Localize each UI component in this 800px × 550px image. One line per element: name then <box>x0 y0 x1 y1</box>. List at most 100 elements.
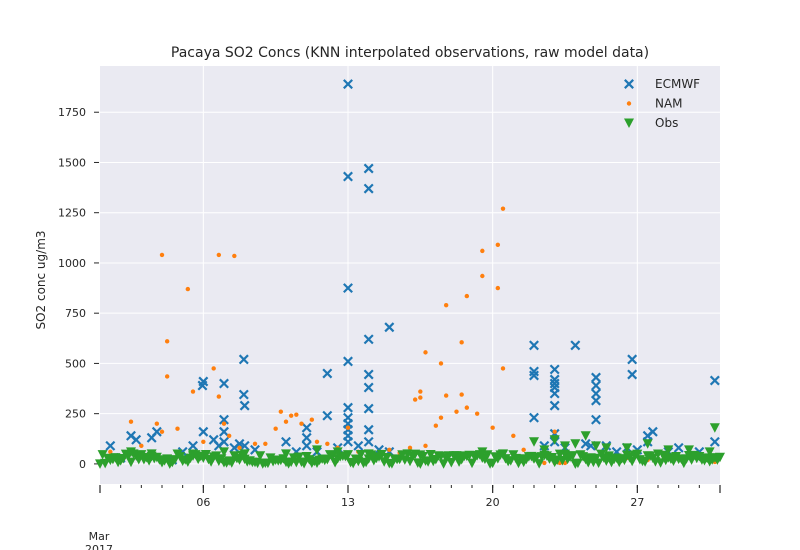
nam-point <box>226 433 232 438</box>
ecmwf-point <box>363 334 374 345</box>
nam-point <box>443 302 449 308</box>
nam-point <box>443 393 449 398</box>
obs-point <box>622 443 632 453</box>
legend-marker-nam <box>626 101 632 106</box>
nam-point <box>407 445 413 451</box>
x-tick-label: 06 <box>196 496 210 509</box>
nam-point <box>159 429 165 434</box>
nam-point <box>480 248 485 254</box>
nam-point <box>495 242 501 248</box>
nam-point <box>521 447 526 453</box>
ecmwf-point <box>353 440 364 451</box>
ecmwf-point <box>570 340 581 351</box>
ecmwf-point <box>529 370 539 381</box>
nam-point <box>216 252 222 258</box>
obs-point <box>715 452 725 463</box>
nam-point <box>164 374 170 379</box>
ecmwf-point <box>322 368 333 379</box>
obs-point <box>529 437 539 447</box>
obs-point <box>570 439 581 449</box>
nam-point <box>480 273 485 279</box>
chart-title: Pacaya SO2 Concs (KNN interpolated obser… <box>171 45 649 61</box>
ecmwf-point <box>363 403 374 414</box>
obs-point <box>162 454 173 464</box>
y-tick-label: 1500 <box>58 156 86 169</box>
nam-point <box>159 252 165 258</box>
nam-point <box>154 421 160 426</box>
obs-point <box>482 450 493 460</box>
nam-point <box>164 339 170 344</box>
ecmwf-point <box>343 283 353 294</box>
obs-point <box>560 441 570 451</box>
obs-point <box>655 458 666 468</box>
obs-point <box>560 449 570 460</box>
ecmwf-point <box>591 380 601 391</box>
ecmwf-point <box>343 436 353 447</box>
nam-point <box>232 253 237 259</box>
ecmwf-point <box>363 183 374 194</box>
obs-point <box>534 459 545 469</box>
ecmwf-point <box>219 426 229 437</box>
y-tick-label: 250 <box>65 408 86 421</box>
nam-point <box>263 441 268 447</box>
obs-point <box>498 449 508 459</box>
legend-item-obs: Obs <box>624 116 678 130</box>
ecmwf-point <box>131 434 142 445</box>
nam-point <box>345 425 351 430</box>
ecmwf-point <box>673 442 684 453</box>
y-tick-label: 1000 <box>58 257 86 270</box>
ecmwf-point <box>239 400 250 411</box>
nam-point <box>500 206 506 211</box>
x-axis-offset-label-month: Mar <box>89 530 110 543</box>
obs-point <box>332 447 343 457</box>
obs-point <box>601 443 612 453</box>
plot-area <box>100 66 720 484</box>
ecmwf-point <box>709 436 720 447</box>
ecmwf-point <box>219 436 229 447</box>
legend-label-obs: Obs <box>655 116 678 130</box>
nam-point <box>418 395 423 400</box>
nam-point <box>190 389 196 394</box>
obs-point <box>425 450 436 460</box>
ecmwf-point <box>198 376 209 387</box>
series-nam <box>108 206 718 466</box>
y-tick-label: 0 <box>79 458 86 471</box>
nam-point <box>438 415 444 420</box>
ecmwf-point <box>627 369 638 380</box>
legend-label-ecmwf: ECMWF <box>655 77 700 91</box>
ecmwf-point <box>301 432 312 443</box>
obs-point <box>312 445 322 455</box>
ecmwf-point <box>198 426 209 437</box>
obs-point <box>126 447 136 457</box>
ecmwf-point <box>363 163 374 174</box>
nam-point <box>464 293 470 299</box>
nam-point <box>314 439 320 444</box>
nam-point <box>278 409 284 414</box>
obs-point <box>709 423 720 433</box>
nam-point <box>273 426 278 431</box>
y-tick-label: 1250 <box>58 207 86 220</box>
x-tick-label: 13 <box>341 496 355 509</box>
legend: ECMWF NAM Obs <box>624 77 700 130</box>
nam-point <box>201 439 206 444</box>
ecmwf-point <box>647 426 658 437</box>
nam-point <box>418 389 423 394</box>
ecmwf-point <box>549 374 560 385</box>
nam-point <box>459 392 464 397</box>
nam-point <box>438 361 444 366</box>
obs-point <box>567 451 578 461</box>
nam-point <box>299 421 304 426</box>
ecmwf-point <box>238 389 249 400</box>
y-tick-label: 750 <box>65 307 86 320</box>
obs-point <box>632 449 643 460</box>
obs-point <box>456 451 467 461</box>
y-tick-label: 500 <box>65 357 86 370</box>
ecmwf-point <box>234 438 245 449</box>
ecmwf-point <box>281 436 291 447</box>
obs-point <box>97 450 108 460</box>
legend-marker-obs <box>624 118 634 128</box>
obs-point <box>477 447 488 457</box>
ecmwf-point <box>580 438 591 449</box>
obs-point <box>572 458 583 469</box>
